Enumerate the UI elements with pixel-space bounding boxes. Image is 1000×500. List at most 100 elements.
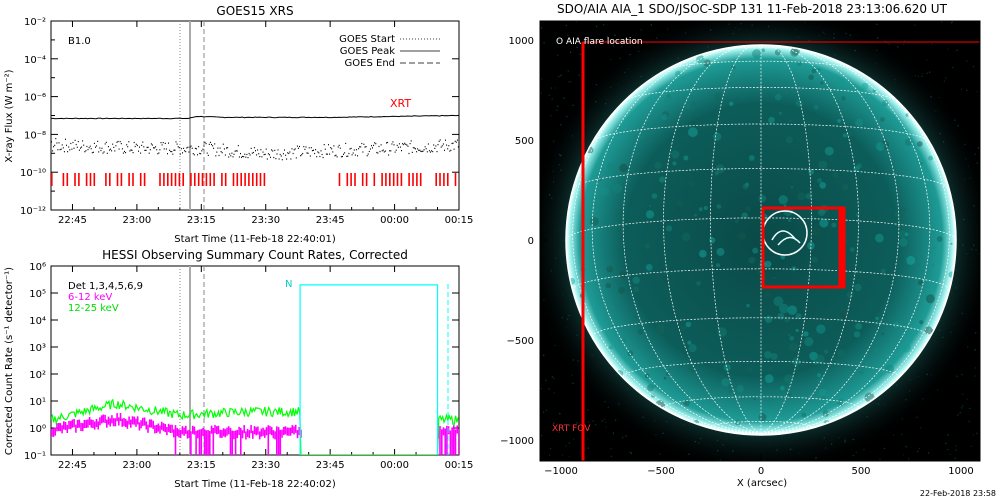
noise-pixel <box>568 315 570 317</box>
hessi-low-bar <box>238 426 240 435</box>
disk-feature <box>721 378 730 387</box>
noise-pixel <box>560 155 562 157</box>
disk-feature <box>734 219 740 224</box>
goes-short-point <box>116 141 118 143</box>
noise-pixel <box>654 420 656 422</box>
goes-short-point <box>450 149 452 151</box>
goes-short-point <box>224 154 226 156</box>
goes-short-point <box>304 148 306 150</box>
hessi-low-bar <box>87 419 89 428</box>
disk-feature <box>846 291 854 299</box>
y-tick-label: 10⁴ <box>29 316 46 327</box>
goes-short-point <box>98 151 100 153</box>
noise-pixel <box>920 427 922 429</box>
noise-pixel <box>926 373 928 375</box>
noise-pixel <box>938 157 941 159</box>
noise-pixel <box>953 323 955 325</box>
disk-feature <box>789 119 792 122</box>
hessi-low-bar <box>281 429 283 438</box>
goes-short-point <box>290 158 292 160</box>
goes-short-point <box>154 147 156 149</box>
goes-short-point <box>372 147 373 149</box>
hessi-low-bar <box>255 427 257 436</box>
disk-feature <box>764 374 774 383</box>
noise-pixel <box>969 177 971 179</box>
y-tick-label: 10⁻² <box>24 17 46 28</box>
disk-feature <box>716 263 720 268</box>
goes-short-point <box>274 149 276 151</box>
noise-pixel <box>877 403 879 405</box>
noise-pixel <box>549 447 552 450</box>
hessi-low-bar <box>277 427 280 455</box>
disk-feature <box>767 366 773 372</box>
disk-feature <box>764 291 772 299</box>
disk-feature <box>633 286 640 293</box>
goes-short-point <box>332 151 334 153</box>
disk-feature <box>831 222 837 228</box>
goes-short-point <box>322 156 324 159</box>
noise-pixel <box>629 451 631 453</box>
goes-short-point <box>68 146 70 148</box>
xrt-bar <box>132 173 134 186</box>
goes-short-point <box>162 142 164 144</box>
noise-pixel <box>548 94 550 96</box>
noise-pixel <box>968 420 970 422</box>
hessi-low-bar <box>99 417 101 426</box>
noise-pixel <box>884 404 886 406</box>
hessi-low-bar <box>217 425 220 434</box>
hessi-low-bar <box>85 419 87 428</box>
goes-short-point <box>365 146 367 148</box>
hessi-low-bar <box>133 416 136 425</box>
noise-pixel <box>568 455 571 457</box>
aia-y-tick-label: −1000 <box>500 436 534 447</box>
disk-feature <box>841 183 849 191</box>
xrt-bar <box>392 173 395 186</box>
goes-short-point <box>380 144 382 146</box>
hessi-low-bar <box>288 427 290 436</box>
goes-short-point <box>109 149 110 151</box>
aia-panel: SDO/AIA AIA_1 SDO/JSOC-SDP 131 11-Feb-20… <box>500 2 981 489</box>
goes-short-point <box>433 144 435 146</box>
hessi-low-bar <box>68 420 70 429</box>
noise-pixel <box>615 419 617 421</box>
noise-pixel <box>627 388 629 390</box>
disk-feature <box>796 60 802 66</box>
disk-feature <box>936 236 943 242</box>
goes-short-point <box>90 148 92 150</box>
disk-feature <box>698 207 703 212</box>
goes-short-point <box>320 150 322 152</box>
goes-short-point <box>159 149 161 151</box>
disk-feature <box>784 204 787 207</box>
goes-short-point <box>142 141 144 143</box>
noise-pixel <box>833 37 835 39</box>
goes-short-point <box>88 147 90 149</box>
goes-short-point <box>160 142 162 144</box>
goes-short-point <box>330 147 332 149</box>
goes-short-point <box>76 146 78 148</box>
noise-pixel <box>877 37 879 39</box>
goes-short-point <box>272 150 274 152</box>
hessi-low-bar <box>214 425 216 434</box>
goes-short-point <box>51 141 52 143</box>
goes-short-point <box>106 152 108 154</box>
noise-pixel <box>961 88 963 90</box>
hessi-low-bar <box>83 419 86 428</box>
aia-x-tick-label: 1000 <box>948 466 973 477</box>
goes-short-point <box>351 154 353 156</box>
y-tick-label: 10⁻¹⁰ <box>20 168 46 179</box>
noise-pixel <box>629 54 631 56</box>
hessi-low-bar <box>162 423 165 432</box>
goes-short-point <box>306 152 308 154</box>
noise-pixel <box>605 421 607 423</box>
noise-pixel <box>973 205 975 207</box>
noise-pixel <box>553 422 555 424</box>
goes-short-point <box>146 146 148 149</box>
goes-short-point <box>364 146 366 148</box>
disk-feature <box>816 377 825 386</box>
noise-pixel <box>572 104 574 106</box>
noise-pixel <box>642 416 644 418</box>
xrt-bar <box>78 173 80 186</box>
goes-short-point <box>423 149 425 151</box>
disk-feature <box>818 160 828 170</box>
goes-short-point <box>148 152 150 154</box>
